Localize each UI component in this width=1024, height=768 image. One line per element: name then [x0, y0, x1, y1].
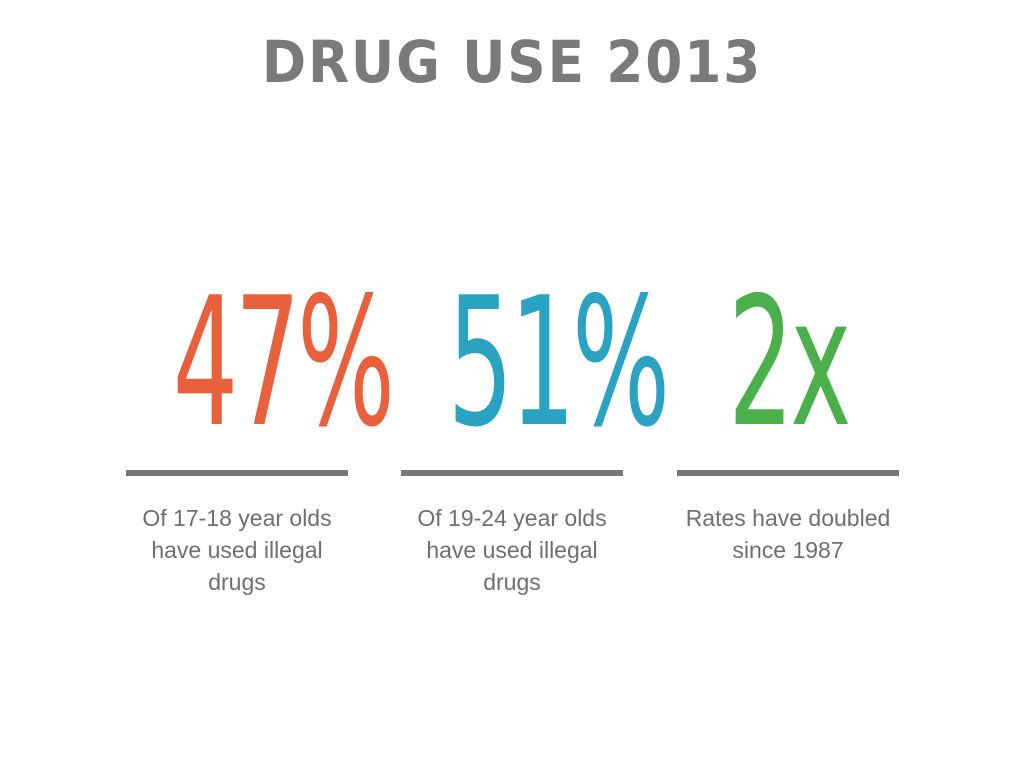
stat-value: 47%: [172, 259, 396, 466]
stat-card-doubled: 2x Rates have doubled since 1987: [677, 259, 899, 566]
stat-description: Of 17-18 year olds have used illegal dru…: [142, 505, 332, 595]
divider: [677, 470, 899, 476]
stat-card-19-24: 51% Of 19-24 year olds have used illegal…: [401, 259, 671, 598]
page-title: DRUG USE 2013: [261, 28, 763, 96]
divider: [401, 470, 623, 476]
stat-value: 51%: [447, 259, 671, 466]
stat-card-17-18: 47% Of 17-18 year olds have used illegal…: [126, 259, 396, 598]
stat-description: Rates have doubled since 1987: [685, 505, 891, 563]
divider: [126, 470, 348, 476]
stat-value: 2x: [728, 259, 851, 466]
stat-description: Of 19-24 year olds have used illegal dru…: [417, 505, 607, 595]
